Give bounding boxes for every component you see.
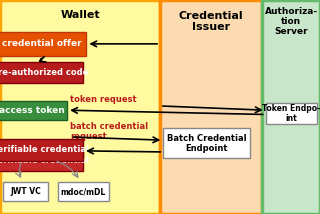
Text: verifiable credential: verifiable credential: [0, 156, 89, 165]
FancyBboxPatch shape: [163, 128, 250, 158]
Text: Batch Credential
Endpoint: Batch Credential Endpoint: [167, 134, 246, 153]
FancyBboxPatch shape: [160, 0, 262, 214]
Text: Authoriza-
tion
Server: Authoriza- tion Server: [265, 6, 318, 36]
Text: token request: token request: [70, 95, 137, 104]
FancyBboxPatch shape: [58, 182, 109, 201]
Text: verifiable credential: verifiable credential: [0, 145, 89, 154]
FancyBboxPatch shape: [0, 0, 160, 214]
Text: mdoc/mDL: mdoc/mDL: [60, 187, 106, 196]
Text: access token: access token: [0, 106, 65, 115]
Text: Wallet: Wallet: [60, 10, 100, 20]
FancyBboxPatch shape: [0, 32, 86, 56]
Text: credential offer: credential offer: [2, 39, 81, 48]
Text: batch credential
request: batch credential request: [70, 122, 148, 141]
Text: JWT VC: JWT VC: [10, 187, 41, 196]
FancyBboxPatch shape: [0, 150, 83, 171]
Text: pre-authorized code: pre-authorized code: [0, 68, 88, 77]
FancyBboxPatch shape: [3, 182, 48, 201]
FancyBboxPatch shape: [262, 0, 320, 214]
FancyBboxPatch shape: [0, 62, 83, 83]
Text: Credential
Issuer: Credential Issuer: [179, 11, 244, 32]
Text: Token Endpo-
int: Token Endpo- int: [262, 104, 320, 123]
FancyBboxPatch shape: [0, 101, 67, 120]
FancyBboxPatch shape: [266, 103, 317, 124]
FancyBboxPatch shape: [0, 139, 83, 160]
